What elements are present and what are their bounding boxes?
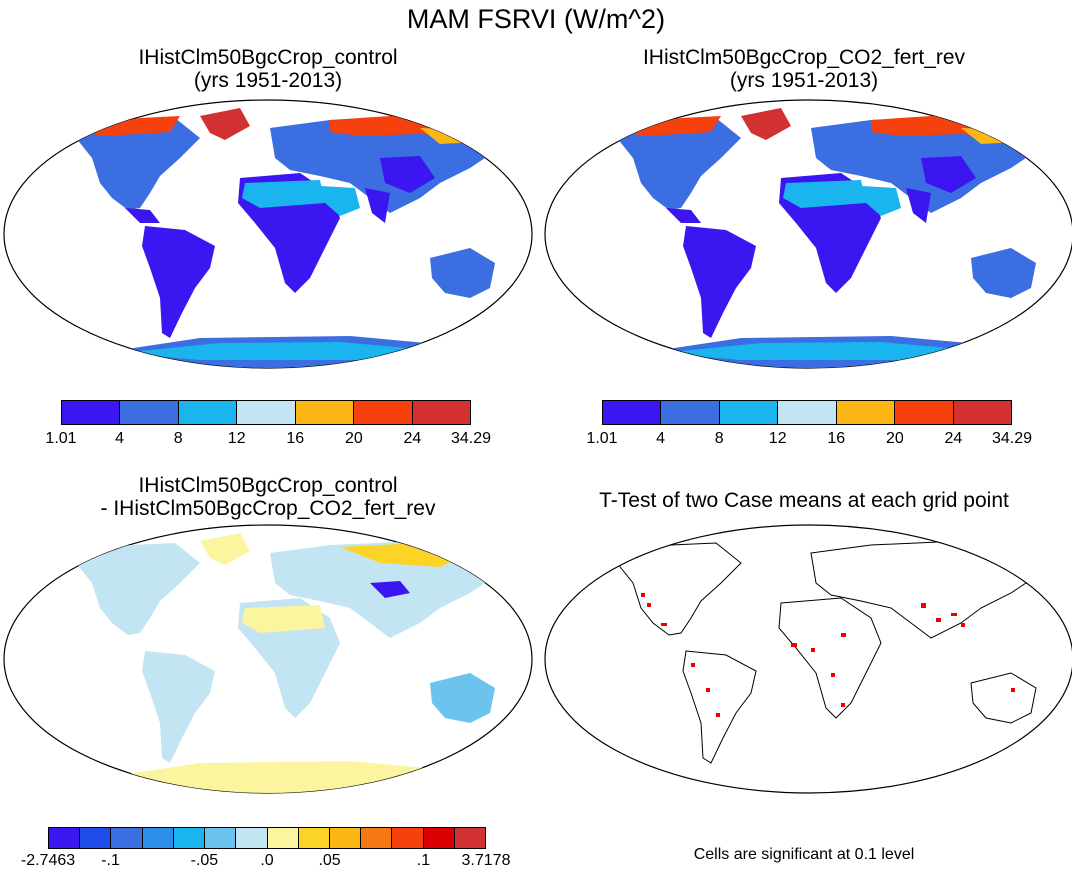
colorbar-tick-label: 4	[656, 430, 666, 447]
colorbar-tick-label: 34.29	[991, 430, 1033, 447]
colorbar-tick-label: -.05	[190, 852, 219, 869]
colorbar-tick-label: 24	[403, 430, 422, 447]
colorbar-swatch	[205, 828, 237, 848]
colorbar-tick-label: -2.7463	[20, 852, 76, 869]
colorbar-tick-label: 1.01	[586, 430, 618, 447]
colorbar-difference	[48, 827, 486, 849]
colorbar-tick-label: 1.01	[45, 430, 77, 447]
colorbar-tick-label: .1	[416, 852, 431, 869]
colorbar-tick-label: -.1	[101, 852, 120, 869]
colorbar-swatch	[719, 401, 779, 424]
colorbar-tick-label: 4	[115, 430, 125, 447]
colorbar-tick-label: 16	[827, 430, 846, 447]
panel-title-top-left: IHistClm50BgcCrop_control (yrs 1951-2013…	[0, 46, 536, 92]
colorbar-swatch	[412, 401, 470, 424]
colorbar-control	[61, 400, 471, 425]
colorbar-swatch	[895, 401, 954, 424]
colorbar-swatch	[836, 401, 896, 424]
colorbar-swatch	[236, 828, 268, 848]
colorbar-swatch	[454, 828, 486, 848]
panel-title-line1: T-Test of two Case means at each grid po…	[599, 489, 1009, 512]
map-co2-fert-rev	[544, 99, 1072, 369]
colorbar-tick-label: 3.7178	[461, 852, 511, 869]
map-difference	[3, 524, 533, 794]
colorbar-tick-label: 20	[885, 430, 904, 447]
colorbar-tick-label: 12	[768, 430, 787, 447]
panel-title-bottom-right: T-Test of two Case means at each grid po…	[536, 489, 1072, 512]
colorbar-swatch	[267, 828, 299, 848]
significance-note: Cells are significant at 0.1 level	[693, 846, 915, 863]
colorbar-tick-label: 16	[286, 430, 305, 447]
land-fill	[601, 108, 1061, 368]
colorbar-swatch	[295, 401, 355, 424]
colorbar-tick-label: 8	[173, 430, 183, 447]
significant-cells	[641, 593, 1015, 717]
colorbar-tick-label: 34.29	[450, 430, 492, 447]
colorbar-tick-label: 24	[944, 430, 963, 447]
colorbar-tick-label: 12	[227, 430, 246, 447]
colorbar-co2-fert-rev	[602, 400, 1012, 425]
colorbar-swatch	[361, 828, 393, 848]
map-ttest	[544, 524, 1072, 794]
land-fill	[60, 533, 520, 793]
colorbar-swatch	[173, 828, 206, 848]
panel-title-bottom-left: IHistClm50BgcCrop_control - IHistClm50Bg…	[0, 474, 536, 520]
map-control	[3, 99, 533, 369]
panel-title-top-right: IHistClm50BgcCrop_CO2_fert_rev (yrs 1951…	[536, 46, 1072, 92]
colorbar-swatch	[392, 828, 424, 848]
panel-title-line2: - IHistClm50BgcCrop_CO2_fert_rev	[100, 497, 436, 520]
panel-title-line1: IHistClm50BgcCrop_CO2_fert_rev	[642, 46, 966, 69]
colorbar-swatch	[62, 401, 121, 424]
colorbar-tick-label: .0	[260, 852, 274, 869]
panel-title-line2: (yrs 1951-2013)	[193, 69, 343, 92]
figure-title: MAM FSRVI (W/m^2)	[406, 4, 666, 34]
colorbar-swatch	[111, 828, 143, 848]
panel-title-line1: IHistClm50BgcCrop_control	[138, 46, 398, 69]
colorbar-swatch	[49, 828, 81, 848]
colorbar-swatch	[80, 828, 112, 848]
colorbar-swatch	[661, 401, 720, 424]
colorbar-swatch	[423, 828, 455, 848]
colorbar-tick-label: 20	[344, 430, 363, 447]
colorbar-tick-label: .05	[318, 852, 341, 869]
colorbar-swatch	[142, 828, 174, 848]
colorbar-swatch	[603, 401, 662, 424]
colorbar-swatch	[298, 828, 330, 848]
panel-title-line1: IHistClm50BgcCrop_control	[138, 474, 398, 497]
colorbar-swatch	[354, 401, 413, 424]
colorbar-tick-label: 8	[714, 430, 724, 447]
colorbar-swatch	[329, 828, 362, 848]
colorbar-swatch	[237, 401, 296, 424]
colorbar-swatch	[120, 401, 179, 424]
colorbar-swatch	[178, 401, 238, 424]
panel-title-line2: (yrs 1951-2013)	[729, 69, 879, 92]
colorbar-swatch	[953, 401, 1011, 424]
colorbar-swatch	[778, 401, 837, 424]
